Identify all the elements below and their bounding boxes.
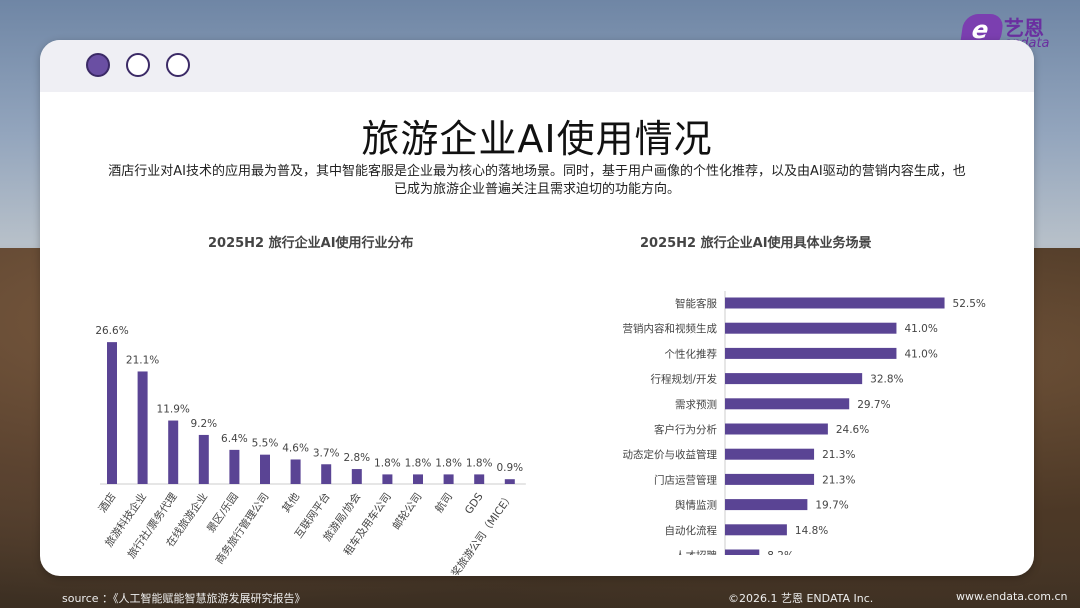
bar-label-1: 21.1%: [126, 354, 159, 366]
hcategory-label-4: 需求预测: [675, 398, 717, 411]
bar-label-11: 1.8%: [435, 457, 462, 469]
hbar-label-0: 52.5%: [953, 298, 986, 310]
bar-9: [382, 474, 393, 484]
hcategory-label-3: 行程规划/开发: [650, 373, 717, 386]
hbar-3: [725, 373, 863, 385]
hbar-label-1: 41.0%: [904, 323, 937, 335]
bar-10: [413, 474, 423, 484]
bar-6: [290, 459, 301, 484]
bar-label-7: 3.7%: [313, 447, 340, 459]
hbar-9: [725, 524, 787, 536]
hcategory-label-2: 个性化推荐: [665, 347, 718, 360]
hbar-label-6: 21.3%: [822, 449, 855, 461]
window-title-bar: [40, 40, 1034, 92]
hcategory-label-8: 舆情监测: [675, 499, 717, 512]
bar-label-13: 0.9%: [496, 462, 523, 474]
bar-label-0: 26.6%: [95, 325, 128, 337]
hbar-label-7: 21.3%: [822, 474, 855, 486]
hbar-4: [725, 398, 850, 410]
bar-label-8: 2.8%: [343, 452, 370, 464]
footer-copyright: ©2026.1 艺恩 ENDATA Inc.: [728, 592, 874, 605]
hcategory-label-5: 客户行为分析: [654, 423, 717, 436]
bar-7: [321, 464, 332, 484]
hcategory-label-10: 人才招聘: [675, 549, 717, 555]
bar-8: [351, 469, 362, 484]
bar-1: [137, 371, 148, 484]
hcategory-label-9: 自动化流程: [665, 524, 718, 537]
hbar-8: [725, 499, 808, 511]
bar-label-2: 11.9%: [157, 404, 190, 416]
window-dot-empty-2[interactable]: [166, 53, 190, 77]
hbar-label-3: 32.8%: [870, 374, 903, 386]
category-label-5: 商务旅行管理公司: [213, 490, 272, 566]
bar-label-10: 1.8%: [405, 457, 432, 469]
logo-cn-text: 艺恩: [1004, 16, 1044, 40]
hbar-5: [725, 423, 828, 435]
bar-3: [198, 434, 209, 484]
hbar-label-5: 24.6%: [836, 424, 869, 436]
bar-label-9: 1.8%: [374, 457, 401, 469]
category-label-12: GDS: [463, 491, 486, 517]
category-label-10: 邮轮公司: [390, 490, 425, 532]
bar-0: [107, 342, 117, 484]
page-subtitle: 酒店行业对AI技术的应用最为普及，其中智能客服是企业最为核心的落地场景。同时，基…: [108, 164, 966, 197]
bar-label-12: 1.8%: [466, 457, 493, 469]
hcategory-label-1: 营销内容和视频生成: [623, 322, 718, 335]
chart-1-title: 2025H2 旅行企业AI使用行业分布: [208, 236, 414, 251]
bar-11: [443, 474, 454, 484]
bar-label-6: 4.6%: [282, 442, 309, 454]
hbar-label-2: 41.0%: [904, 348, 937, 360]
industry-distribution-chart: 26.6%酒店21.1%旅游科技企业11.9%旅行社/票务代理9.2%在线旅游企…: [95, 325, 526, 575]
hbar-6: [725, 448, 815, 460]
footer-source: source ：《人工智能赋能智慧旅游发展研究报告》: [62, 592, 306, 605]
chart-2-title: 2025H2 旅行企业AI使用具体业务场景: [640, 236, 872, 251]
bar-13: [504, 479, 515, 484]
hbar-10: [725, 549, 760, 555]
business-scenario-chart: 智能客服 52.5% 营销内容和视频生成 41.0% 个性化推荐 41.0% 行程规划/开发…: [623, 291, 986, 555]
slide-card: 旅游企业AI使用情况 酒店行业对AI技术的应用最为普及，其中智能客服是企业最为核…: [40, 40, 1034, 576]
page-title: 旅游企业AI使用情况: [361, 117, 713, 161]
category-label-6: 其他: [279, 490, 302, 515]
category-label-11: 航司: [432, 490, 455, 515]
footer-url[interactable]: www.endata.com.cn: [956, 590, 1068, 603]
hbar-1: [725, 322, 897, 334]
window-dot-empty-1[interactable]: [126, 53, 150, 77]
hcategory-label-7: 门店运营管理: [654, 473, 717, 486]
bar-5: [260, 454, 270, 484]
bar-2: [168, 420, 179, 484]
bar-4: [229, 449, 240, 484]
window-dot-filled[interactable]: [86, 53, 110, 77]
hbar-label-8: 19.7%: [815, 500, 848, 512]
hbar-7: [725, 473, 815, 485]
bar-label-4: 6.4%: [221, 433, 248, 445]
category-label-0: 酒店: [96, 490, 119, 515]
hbar-label-4: 29.7%: [857, 399, 890, 411]
hbar-2: [725, 347, 897, 359]
hcategory-label-6: 动态定价与收益管理: [623, 448, 718, 461]
hbar-label-9: 14.8%: [795, 525, 828, 537]
hbar-0: [725, 297, 945, 309]
bar-label-5: 5.5%: [252, 438, 279, 450]
bar-12: [474, 474, 485, 484]
bar-label-3: 9.2%: [190, 418, 217, 430]
hbar-label-10: 8.2%: [767, 550, 794, 555]
hcategory-label-0: 智能客服: [675, 297, 717, 310]
